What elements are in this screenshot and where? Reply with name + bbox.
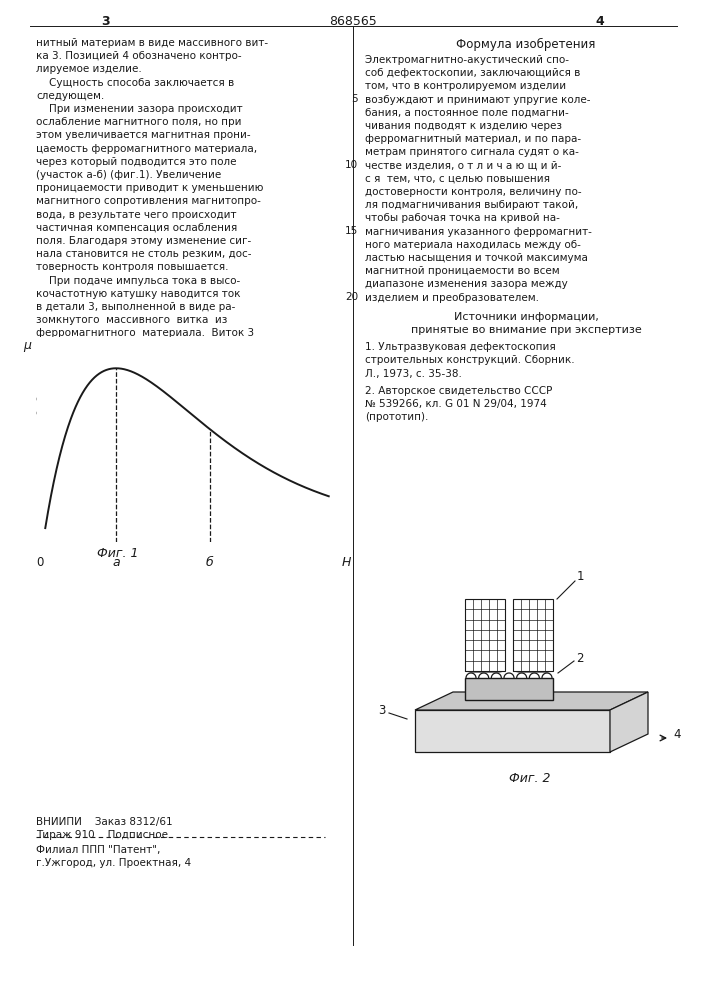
Text: При подаче импульса тока в высо-: При подаче импульса тока в высо- xyxy=(36,276,240,286)
Text: риала витка 3, что сглаживает изме-: риала витка 3, что сглаживает изме- xyxy=(36,421,242,431)
Text: Филиал ППП "Патент",: Филиал ППП "Патент", xyxy=(36,845,160,855)
Text: 1: 1 xyxy=(577,570,585,584)
Text: с я  тем, что, с целью повышения: с я тем, что, с целью повышения xyxy=(365,174,550,184)
Text: 2. Авторское свидетельство СССР: 2. Авторское свидетельство СССР xyxy=(365,386,552,396)
Text: магнитного сопротивления магнитопро-: магнитного сопротивления магнитопро- xyxy=(36,196,261,206)
Text: в детали 3, выполненной в виде ра-: в детали 3, выполненной в виде ра- xyxy=(36,302,235,312)
Text: нитный материам в виде массивного вит-: нитный материам в виде массивного вит- xyxy=(36,38,268,48)
Bar xyxy=(513,599,553,671)
Text: ность контроля.: ность контроля. xyxy=(36,447,126,457)
Text: чтобы рабочая точка на кривой на-: чтобы рабочая точка на кривой на- xyxy=(365,213,560,223)
Text: б: б xyxy=(206,556,214,569)
Text: честве изделия, о т л и ч а ю щ и й-: честве изделия, о т л и ч а ю щ и й- xyxy=(365,161,561,171)
Text: наводит  ток  в  изделия 4, вза-: наводит ток в изделия 4, вза- xyxy=(36,342,211,352)
Text: № 539266, кл. G 01 N 29/04, 1974: № 539266, кл. G 01 N 29/04, 1974 xyxy=(365,399,547,409)
Text: ВНИИПИ    Заказ 8312/61: ВНИИПИ Заказ 8312/61 xyxy=(36,817,173,827)
Text: μ: μ xyxy=(23,339,31,352)
Text: 5: 5 xyxy=(351,94,358,104)
Text: 0: 0 xyxy=(37,556,44,569)
Text: Фиг. 1: Фиг. 1 xyxy=(98,547,139,560)
Text: Формула изобретения: Формула изобретения xyxy=(456,38,596,51)
Text: (прототип).: (прототип). xyxy=(365,412,428,422)
Text: H: H xyxy=(341,556,351,569)
Text: нение сигнала и повышает достовер-: нение сигнала и повышает достовер- xyxy=(36,434,244,444)
Text: 4: 4 xyxy=(673,728,681,740)
Text: 20: 20 xyxy=(345,292,358,302)
Text: бания, а постоянное поле подмагни-: бания, а постоянное поле подмагни- xyxy=(365,108,568,118)
Text: метрам принятого сигнала судят о ка-: метрам принятого сигнала судят о ка- xyxy=(365,147,579,157)
Text: вода, в результате чего происходит: вода, в результате чего происходит xyxy=(36,210,237,220)
Text: 3: 3 xyxy=(379,704,386,718)
Text: При изменении зазора между пре-: При изменении зазора между пре- xyxy=(36,381,242,391)
Text: a: a xyxy=(112,556,120,569)
Text: ется магнитная проницаемость мате-: ется магнитная проницаемость мате- xyxy=(36,408,245,418)
Polygon shape xyxy=(465,678,553,700)
Text: зомкнутого  массивного  витка  из: зомкнутого массивного витка из xyxy=(36,315,228,325)
Polygon shape xyxy=(415,710,610,752)
Text: товерность контроля повышается.: товерность контроля повышается. xyxy=(36,262,228,272)
Text: магничивания указанного ферромагнит-: магничивания указанного ферромагнит- xyxy=(365,227,592,237)
Text: этом увеличивается магнитная прони-: этом увеличивается магнитная прони- xyxy=(36,130,250,140)
Text: 1. Ультразвуковая дефектоскопия: 1. Ультразвуковая дефектоскопия xyxy=(365,342,556,352)
Text: кочастотную катушку наводится ток: кочастотную катушку наводится ток xyxy=(36,289,240,299)
Text: том, что в контролируемом изделии: том, что в контролируемом изделии xyxy=(365,81,566,91)
Text: 868565: 868565 xyxy=(329,15,377,28)
Polygon shape xyxy=(415,692,648,710)
Text: магнитной проницаемости во всем: магнитной проницаемости во всем xyxy=(365,266,560,276)
Text: следующем.: следующем. xyxy=(36,91,104,101)
Text: образователем и изделием 4 изменя-: образователем и изделием 4 изменя- xyxy=(36,394,244,404)
Polygon shape xyxy=(610,692,648,752)
Text: через который подводится это поле: через который подводится это поле xyxy=(36,157,237,167)
Text: ка 3. Позицией 4 обозначено контро-: ка 3. Позицией 4 обозначено контро- xyxy=(36,51,242,61)
Text: 15: 15 xyxy=(345,226,358,236)
Text: 2: 2 xyxy=(576,652,583,666)
Text: Электромагнитно-акустический спо-: Электромагнитно-акустический спо- xyxy=(365,55,569,65)
Text: ферромагнитного  материала.  Виток 3: ферромагнитного материала. Виток 3 xyxy=(36,328,254,338)
Text: ослабление магнитного поля, но при: ослабление магнитного поля, но при xyxy=(36,117,242,127)
Text: принятые во внимание при экспертизе: принятые во внимание при экспертизе xyxy=(411,325,641,335)
Text: 3: 3 xyxy=(100,15,110,28)
Text: диапазоне изменения зазора между: диапазоне изменения зазора между xyxy=(365,279,568,289)
Text: ластью насыщения и точкой максимума: ластью насыщения и точкой максимума xyxy=(365,253,588,263)
Text: Тираж 910    Подписное: Тираж 910 Подписное xyxy=(36,830,168,840)
Text: строительных конструкций. Сборник.: строительных конструкций. Сборник. xyxy=(365,355,575,365)
Text: приводит к возбуждению  ультразвука.: приводит к возбуждению ультразвука. xyxy=(36,368,257,378)
Text: проницаемости приводит к уменьшению: проницаемости приводит к уменьшению xyxy=(36,183,264,193)
Text: частичная компенсация ослабления: частичная компенсация ослабления xyxy=(36,223,238,233)
Text: изделием и преобразователем.: изделием и преобразователем. xyxy=(365,293,539,303)
Text: 4: 4 xyxy=(595,15,604,28)
Text: возбуждают и принимают упругие коле-: возбуждают и принимают упругие коле- xyxy=(365,95,590,105)
Text: Л., 1973, с. 35-38.: Л., 1973, с. 35-38. xyxy=(365,369,462,379)
Text: Фиг. 2: Фиг. 2 xyxy=(509,772,551,785)
Text: ля подмагничивания выбирают такой,: ля подмагничивания выбирают такой, xyxy=(365,200,578,210)
Text: ного материала находилась между об-: ного материала находилась между об- xyxy=(365,240,581,250)
Text: 10: 10 xyxy=(345,160,358,170)
Text: г.Ужгород, ул. Проектная, 4: г.Ужгород, ул. Проектная, 4 xyxy=(36,858,191,868)
Text: соб дефектоскопии, заключающийся в: соб дефектоскопии, заключающийся в xyxy=(365,68,580,78)
Text: имодействие  которого  с  полем: имодействие которого с полем xyxy=(36,355,218,365)
Text: поля. Благодаря этому изменение сиг-: поля. Благодаря этому изменение сиг- xyxy=(36,236,251,246)
Text: (участок а-б) (фиг.1). Увеличение: (участок а-б) (фиг.1). Увеличение xyxy=(36,170,221,180)
Text: достоверности контроля, величину по-: достоверности контроля, величину по- xyxy=(365,187,582,197)
Text: чивания подводят к изделию через: чивания подводят к изделию через xyxy=(365,121,562,131)
Bar xyxy=(465,599,505,671)
Text: нала становится не столь резким, дос-: нала становится не столь резким, дос- xyxy=(36,249,252,259)
Text: ферромагнитный материал, и по пара-: ферромагнитный материал, и по пара- xyxy=(365,134,581,144)
Text: Источники информации,: Источники информации, xyxy=(454,312,598,322)
Text: цаемость ферромагнитного материала,: цаемость ферромагнитного материала, xyxy=(36,144,257,154)
Text: Сущность способа заключается в: Сущность способа заключается в xyxy=(36,78,234,88)
Text: лируемое изделие.: лируемое изделие. xyxy=(36,64,141,74)
Text: При изменении зазора происходит: При изменении зазора происходит xyxy=(36,104,243,114)
